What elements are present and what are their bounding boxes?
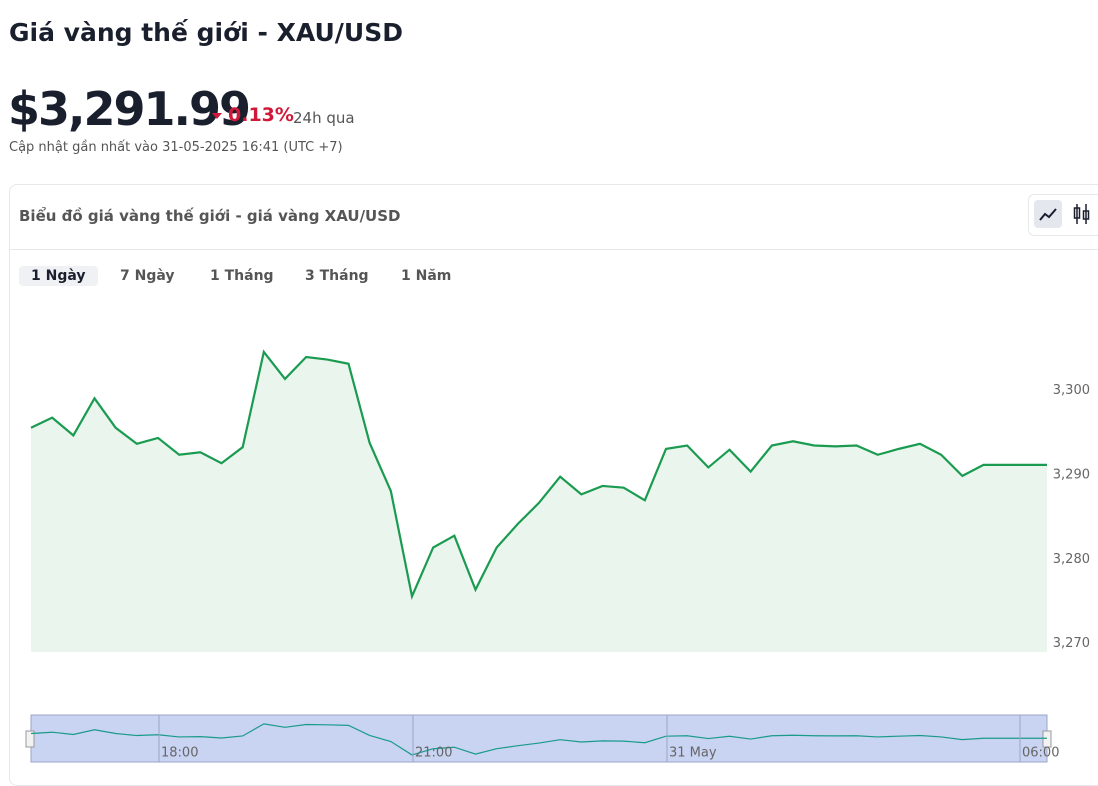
y-tick-label: 3,300 <box>1053 383 1090 398</box>
y-tick-label: 3,270 <box>1053 636 1090 651</box>
period: 24h qua <box>293 109 355 127</box>
range-tab[interactable]: 1 Năm <box>401 268 452 284</box>
nav-handle[interactable] <box>25 730 35 748</box>
area <box>31 351 1047 652</box>
y-tick-label: 3,290 <box>1053 468 1090 483</box>
down-arrow <box>212 113 222 119</box>
updated: Cập nhật gần nhất vào 31-05-2025 16:41 (… <box>9 140 343 155</box>
line-button[interactable] <box>1034 200 1062 228</box>
price: $3,291.99 <box>8 82 251 136</box>
navigator-line <box>30 723 1047 756</box>
range-tab[interactable]: 7 Ngày <box>120 268 175 284</box>
range-tab[interactable]: 3 Tháng <box>305 268 369 284</box>
y-tick-label: 3,280 <box>1053 552 1090 567</box>
nav-label: 31 May <box>669 746 717 761</box>
nav-label: 18:00 <box>161 746 198 761</box>
chart-toggle <box>1028 194 1098 236</box>
range-tab[interactable]: 1 Ngày <box>19 266 98 286</box>
nav-handle[interactable] <box>1042 730 1052 748</box>
divider <box>10 249 1098 250</box>
change: 0.13% <box>228 104 294 126</box>
nav-label: 06:00 <box>1022 746 1059 761</box>
page-title: Giá vàng thế giới - XAU/USD <box>9 18 403 47</box>
range-tab[interactable]: 1 Tháng <box>210 268 274 284</box>
line-icon <box>1039 208 1057 221</box>
price-line <box>30 349 1047 601</box>
card-title: Biểu đồ giá vàng thế giới - giá vàng XAU… <box>19 207 401 225</box>
candle-icon <box>1073 204 1090 224</box>
nav-label: 21:00 <box>415 746 452 761</box>
